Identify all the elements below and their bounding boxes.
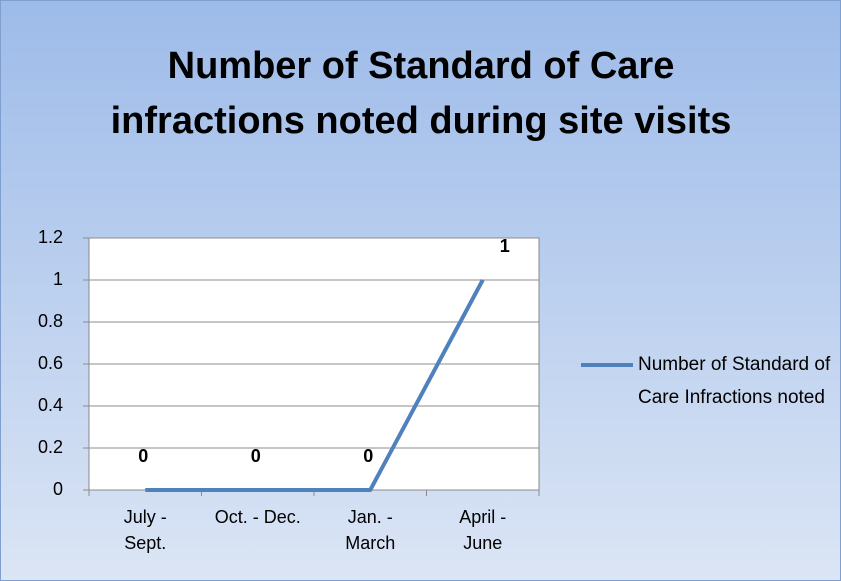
y-tick-label: 0.8 (38, 311, 63, 331)
y-tick-label: 0.6 (38, 353, 63, 373)
x-tick-label: July - Sept. (123, 507, 167, 553)
y-tick-label: 1.2 (38, 227, 63, 247)
x-tick-label: Oct. - Dec. (214, 507, 301, 527)
y-tick-label: 0.2 (38, 437, 63, 457)
x-tick-label: Jan. - March (345, 507, 396, 553)
x-tick-label: April - June (459, 507, 507, 553)
data-label: 0 (363, 446, 373, 466)
legend-label: Number of Standard of Care Infractions n… (638, 354, 831, 408)
y-tick-label: 1 (53, 269, 63, 289)
y-tick-label: 0 (53, 479, 63, 499)
data-label: 0 (251, 446, 261, 466)
data-line (145, 279, 485, 492)
chart-title: Number of Standard of Care infractions n… (110, 45, 732, 142)
y-tick-label: 0.4 (38, 395, 63, 415)
data-label: 1 (500, 236, 510, 256)
data-label: 0 (138, 446, 148, 466)
